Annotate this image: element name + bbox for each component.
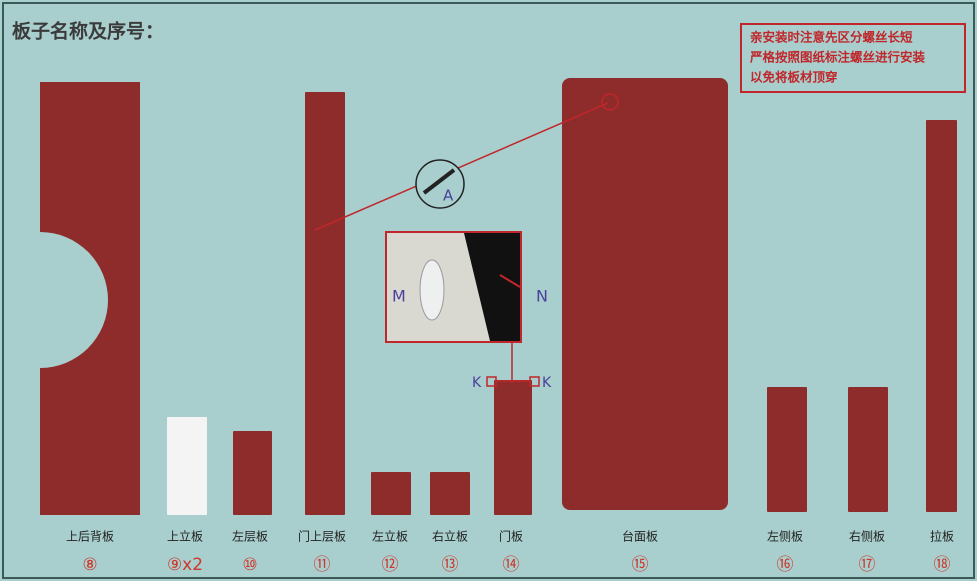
board	[233, 431, 272, 515]
board-number: ⑧	[82, 555, 97, 575]
board	[494, 380, 532, 515]
board-number: ⑭	[503, 555, 520, 575]
callout-point	[601, 93, 619, 111]
board-label: 台面板	[622, 529, 658, 544]
board-number: ⑩	[242, 555, 257, 575]
board-number: ⑫	[382, 555, 399, 575]
board-label: 门板	[499, 529, 523, 544]
inset-screw	[419, 259, 445, 321]
notice: 亲安装时注意先区分螺丝长短 严格按照图纸标注螺丝进行安装 以免将板材顶穿	[749, 30, 926, 85]
board-label: 门上层板	[298, 529, 346, 544]
callout-line	[314, 102, 609, 231]
notice-line: 亲安装时注意先区分螺丝长短	[750, 30, 913, 45]
k-marks: K K	[472, 375, 552, 391]
board-label: 左立板	[372, 529, 408, 544]
panels: 上后背板 ⑧ 上立板 ⑨x2 左层板 ⑩ 门上层板 ⑪ 左立板 ⑫ 右立板 ⑬ 门板 ⑭ 台面板 ⑮ 左侧板 ⑯ 右…	[40, 78, 957, 575]
board	[430, 472, 470, 515]
callout-a: A	[314, 93, 619, 231]
board-label: 右立板	[432, 529, 468, 544]
board-number: ⑮	[632, 555, 649, 575]
board-number: ⑱	[934, 555, 951, 575]
board	[562, 78, 728, 510]
label-k: K	[472, 375, 482, 391]
board-label: 上立板	[167, 529, 203, 544]
title: 板子名称及序号：	[12, 20, 164, 43]
board-label: 上后背板	[66, 530, 114, 544]
callout-circle	[415, 159, 465, 209]
label-a: A	[443, 187, 454, 205]
board-label: 左层板	[232, 529, 268, 544]
inset: M N	[385, 231, 548, 383]
board	[371, 472, 411, 515]
board	[848, 387, 888, 512]
board-number: ⑨x2	[167, 555, 203, 575]
board	[767, 387, 807, 512]
board-number: ⑬	[442, 555, 459, 575]
inset-dark	[464, 233, 520, 341]
label-m: M	[392, 287, 406, 306]
label-n: N	[536, 287, 548, 306]
board-number: ⑪	[314, 555, 331, 575]
board-label: 左侧板	[767, 529, 803, 544]
board	[926, 120, 957, 512]
screw-icon	[422, 168, 456, 195]
board	[305, 92, 345, 515]
board	[40, 82, 140, 515]
board-number: ⑯	[777, 555, 794, 575]
notice-box	[740, 23, 966, 93]
board	[167, 417, 207, 515]
board-label: 右侧板	[849, 529, 885, 544]
board-label: 拉板	[930, 529, 954, 544]
board-number: ⑰	[859, 555, 876, 575]
label-k: K	[542, 375, 552, 391]
notice-line: 严格按照图纸标注螺丝进行安装	[749, 50, 926, 65]
n-arrow	[499, 274, 521, 288]
notice-line: 以免将板材顶穿	[750, 70, 838, 85]
